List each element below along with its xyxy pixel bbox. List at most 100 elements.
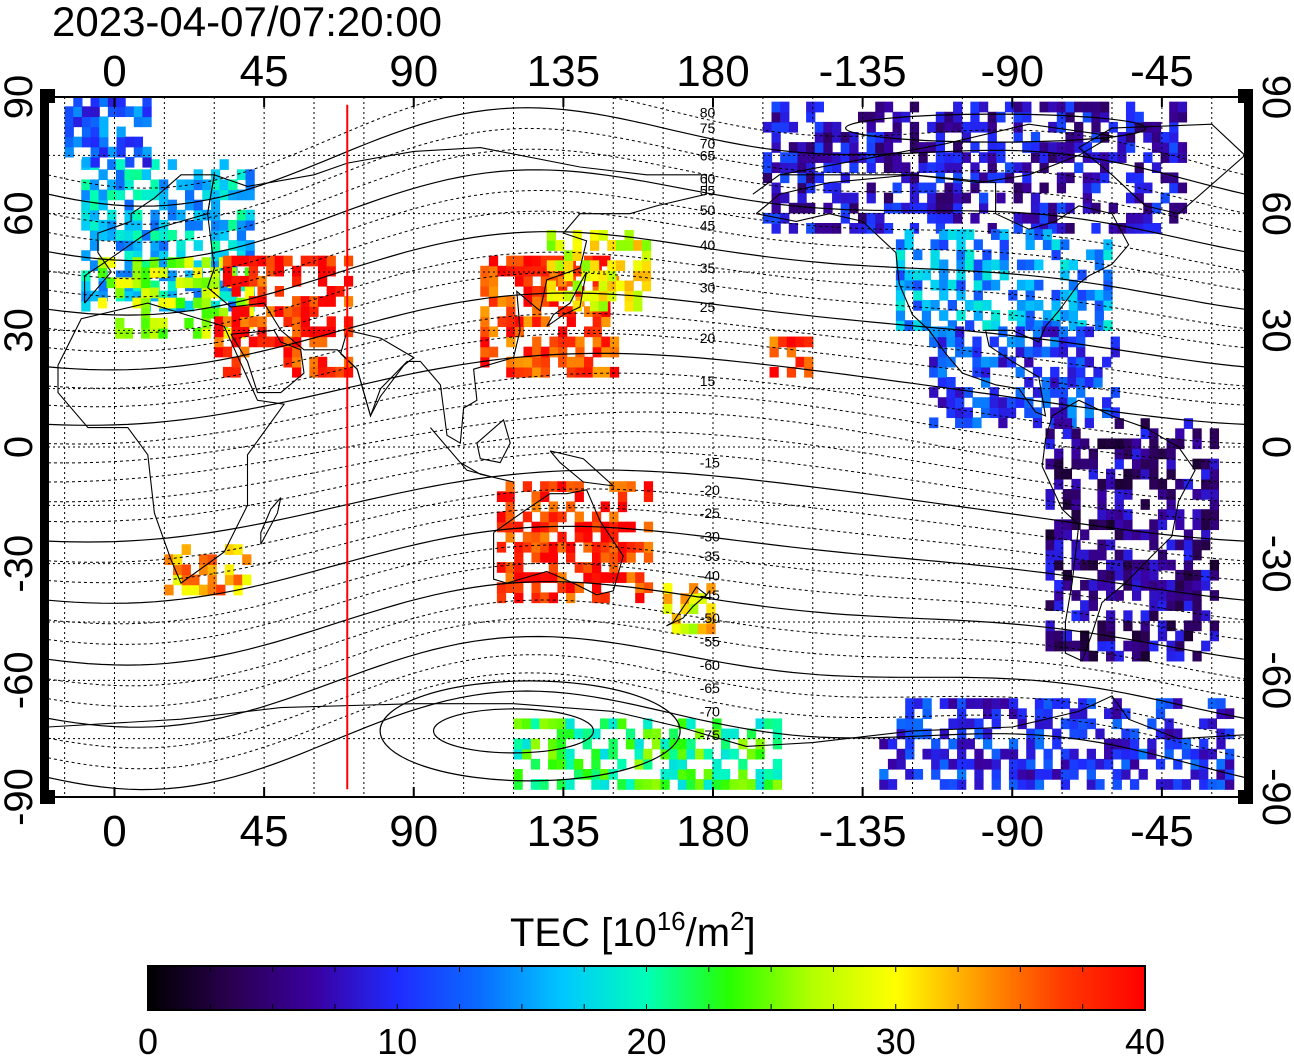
tec-cell	[746, 748, 757, 760]
tec-cell	[1051, 300, 1061, 311]
tec-cell	[948, 718, 958, 730]
tec-cell	[1071, 438, 1081, 450]
tec-cell	[1068, 289, 1079, 301]
mlat-contour	[48, 312, 1245, 389]
tec-cell	[1151, 121, 1162, 133]
tec-cell	[210, 209, 221, 221]
tec-cell	[1039, 182, 1049, 194]
tec-cell	[1108, 202, 1118, 214]
tec-cell	[1209, 499, 1219, 510]
tec-cell	[982, 269, 992, 281]
tec-cell	[1050, 366, 1060, 378]
tec-cell	[921, 310, 932, 321]
frame-corner	[1238, 790, 1253, 804]
tec-cell	[1032, 326, 1043, 338]
tec-cell	[1080, 559, 1090, 571]
tec-cell	[974, 718, 984, 730]
coastline	[340, 329, 415, 418]
tec-cell	[1138, 748, 1148, 760]
tec-cell	[1106, 640, 1116, 652]
tec-cell	[1166, 438, 1176, 450]
tec-cell	[1022, 182, 1032, 194]
tec-cell	[961, 152, 971, 163]
tec-cell	[1169, 202, 1179, 214]
tec-cell	[1086, 698, 1096, 709]
tec-cell	[231, 316, 241, 328]
tec-cell	[81, 179, 91, 191]
tec-cell	[90, 146, 100, 158]
tec-cell	[1068, 300, 1079, 311]
tec-cell	[651, 779, 662, 790]
tec-cell	[1164, 738, 1174, 750]
timestamp-title: 2023-04-07/07:20:00	[52, 0, 442, 45]
tec-cell	[1157, 478, 1168, 490]
tec-cell	[566, 592, 576, 604]
tec-cell	[931, 738, 941, 750]
tec-cell	[1041, 346, 1051, 358]
tec-cell	[115, 270, 126, 282]
tec-cell	[1051, 239, 1061, 251]
tec-cell	[116, 106, 126, 118]
tec-cell	[669, 738, 679, 750]
tec-cell	[939, 779, 950, 790]
tec-cell	[1069, 728, 1079, 740]
tec-cell	[283, 336, 293, 348]
tec-cell	[1050, 336, 1060, 348]
tec-cell	[115, 277, 125, 289]
tec-cell	[780, 192, 790, 204]
tec-cell	[1103, 239, 1113, 251]
tec-cell	[1065, 132, 1075, 143]
coastline	[666, 586, 708, 627]
tec-cell	[1207, 779, 1218, 790]
tec-cell	[1067, 407, 1077, 419]
tec-cell	[956, 259, 966, 271]
tec-cell	[1030, 223, 1041, 234]
tec-cell	[556, 758, 566, 770]
tec-cell	[806, 101, 816, 113]
tec-cell	[866, 162, 876, 174]
tec-cell	[184, 179, 195, 191]
mlat-contour	[48, 672, 1245, 770]
tec-cell	[806, 223, 816, 234]
tec-cell	[1056, 223, 1067, 234]
tec-cell	[224, 574, 235, 586]
tec-cell	[292, 346, 302, 358]
tec-cell	[1024, 356, 1034, 368]
tec-cell	[634, 748, 644, 760]
mlat-label: 60	[700, 171, 716, 187]
tec-cell	[1006, 356, 1017, 368]
tec-cell	[695, 748, 705, 760]
coastline	[493, 489, 624, 596]
tec-cell	[480, 306, 490, 317]
tec-cell	[1114, 499, 1124, 510]
tec-cell	[1056, 172, 1067, 184]
tec-cell	[866, 111, 876, 123]
tec-cell	[746, 779, 757, 790]
tec-cell	[1123, 509, 1133, 520]
tec-cell	[797, 192, 807, 204]
tec-cell	[1201, 539, 1211, 551]
tec-cell	[904, 239, 914, 251]
tec-cell	[987, 111, 997, 123]
tec-cell	[1129, 748, 1140, 760]
tec-cell	[1022, 162, 1032, 174]
tec-cell	[514, 366, 525, 378]
tec-cell	[1155, 698, 1166, 709]
tec-cell	[973, 300, 983, 311]
tec-cell	[125, 106, 135, 118]
tec-cell	[946, 377, 956, 388]
tec-cell	[1034, 259, 1044, 271]
tec-cell	[218, 307, 229, 319]
tec-cell	[1091, 152, 1101, 163]
tec-cell	[957, 769, 967, 780]
colorbar-title-unit: /m	[686, 911, 730, 955]
bottom-longitude-label: -45	[1130, 807, 1194, 856]
tec-cell	[1045, 489, 1055, 500]
tec-cell	[1175, 630, 1185, 642]
tec-cell	[929, 366, 939, 378]
tec-cell	[1149, 600, 1159, 611]
tec-cell	[1015, 326, 1025, 338]
tec-cell	[832, 152, 842, 163]
tec-cell	[1100, 152, 1110, 163]
